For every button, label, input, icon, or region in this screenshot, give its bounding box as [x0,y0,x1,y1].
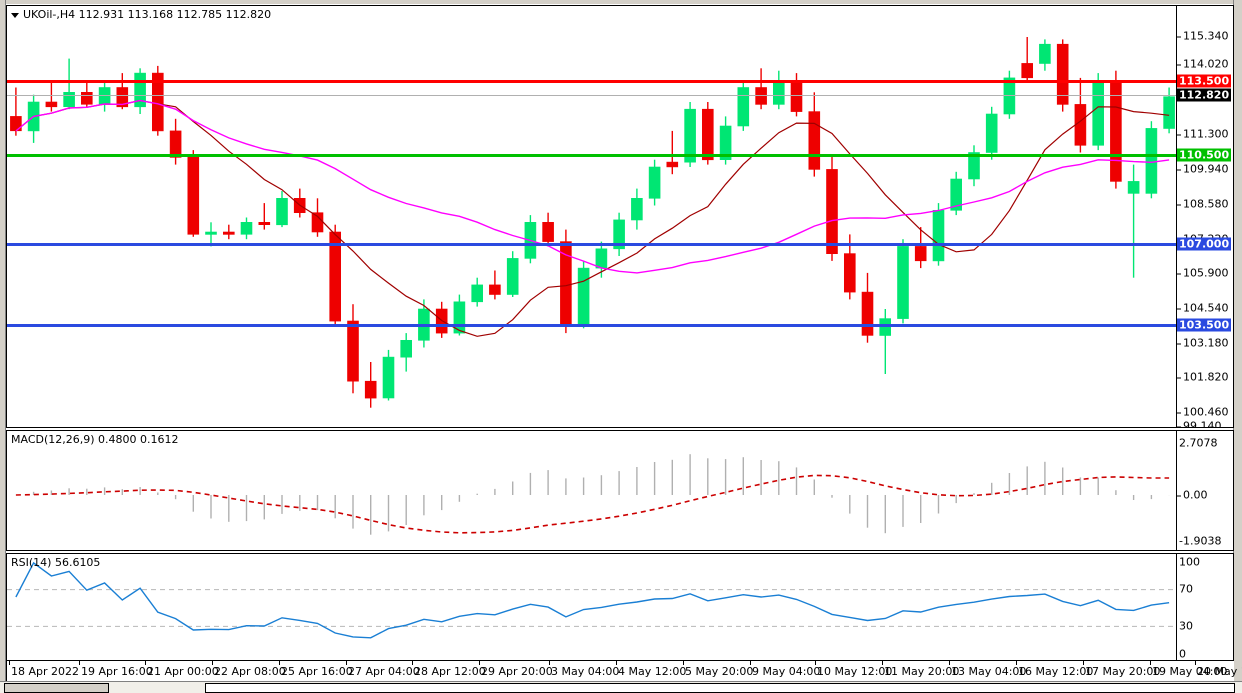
macd-axis-tick: 0.00 [1177,489,1208,502]
time-axis-label: 13 May 04:00 [951,665,1027,678]
macd-legend: MACD(12,26,9) 0.4800 0.1612 [11,433,179,446]
time-axis-mark [412,661,413,665]
price-level-line[interactable] [7,95,1176,96]
macd-axis-tick: 2.7078 [1179,436,1218,450]
price-level-line[interactable] [7,154,1176,157]
time-axis-mark [815,661,816,665]
price-level-line[interactable] [7,243,1176,246]
price-axis-tick: 103.180 [1177,337,1229,350]
support-107-000-tag[interactable]: 107.000 [1177,237,1232,251]
time-axis-label: 28 Apr 12:00 [414,665,486,678]
time-axis-label: 11 May 20:00 [884,665,960,678]
macd-axis-tick: -1.9038 [1179,534,1222,548]
time-axis-mark [616,661,617,665]
candlestick-series [10,37,1175,408]
price-axis-tick: 99.140 [1177,420,1222,427]
time-axis-mark [750,661,751,665]
scrollbar-track[interactable] [205,683,1235,693]
time-axis-mark [9,661,10,665]
price-level-line[interactable] [7,80,1176,83]
price-level-line[interactable] [7,324,1176,327]
time-axis-label: 21 Apr 00:00 [147,665,219,678]
time-axis-label: 18 Apr 2022 [11,665,80,678]
time-axis-label: 20 May 12:00 [1197,665,1242,678]
support-103-500-tag[interactable]: 103.500 [1177,318,1232,332]
time-axis-mark [279,661,280,665]
time-axis-label: 19 Apr 16:00 [81,665,153,678]
time-axis-label: 19 May 04:00 [1152,665,1228,678]
window-frame-right [1233,0,1242,681]
resistance-113-500-tag[interactable]: 113.500 [1177,74,1232,88]
time-axis-label: 4 May 12:00 [618,665,687,678]
time-axis-label: 29 Apr 20:00 [481,665,553,678]
time-axis-mark [549,661,550,665]
time-axis-label: 25 Apr 16:00 [281,665,353,678]
window-frame-left [0,0,6,681]
rsi-axis-tick: 100 [1179,555,1200,569]
time-axis-mark [882,661,883,665]
support-110-500-tag[interactable]: 110.500 [1177,148,1232,162]
time-axis-mark [1083,661,1084,665]
price-legend-text: UKOil-,H4 112.931 113.168 112.785 112.82… [23,8,272,21]
time-axis-mark [479,661,480,665]
price-legend: UKOil-,H4 112.931 113.168 112.785 112.82… [11,8,271,21]
macd-axis[interactable]: 2.7078 0.00 -1.9038 [1176,431,1233,550]
time-axis-mark [683,661,684,665]
price-chart-panel[interactable]: UKOil-,H4 112.931 113.168 112.785 112.82… [6,5,1234,428]
time-axis-label: 27 Apr 04:00 [348,665,420,678]
rsi-axis[interactable]: 100 70 30 0 [1176,554,1233,660]
time-axis-label: 17 May 20:00 [1085,665,1161,678]
rsi-plot-area[interactable] [7,554,1176,660]
scrollbar-thumb[interactable] [4,683,109,693]
time-axis-mark [346,661,347,665]
time-axis-label: 10 May 12:00 [817,665,893,678]
rsi-panel[interactable]: RSI(14) 56.6105 100 70 30 0 [6,553,1234,661]
time-axis-label: 3 May 04:00 [551,665,620,678]
time-axis-mark [79,661,80,665]
time-axis-mark [1195,661,1196,665]
price-axis-tick: 109.940 [1177,163,1229,176]
price-axis[interactable]: 115.340114.020111.300109.940108.580107.2… [1176,6,1233,427]
time-axis-label: 16 May 12:00 [1018,665,1094,678]
price-axis-tick: 114.020 [1177,58,1229,71]
macd-plot-area[interactable] [7,431,1176,550]
rsi-series [7,561,1176,639]
macd-series [15,454,1170,535]
price-axis-tick: 105.900 [1177,267,1229,280]
macd-panel[interactable]: MACD(12,26,9) 0.4800 0.1612 2.7078 0.00 -1… [6,430,1234,551]
price-axis-tick: 111.300 [1177,128,1229,141]
current-price-112-820-tag[interactable]: 112.820 [1177,88,1232,102]
price-axis-tick: 104.540 [1177,302,1229,315]
time-axis-label: 5 May 20:00 [685,665,754,678]
time-axis-mark [212,661,213,665]
time-axis-label: 9 May 04:00 [752,665,821,678]
time-axis[interactable]: 18 Apr 2022 19 Apr 16:00 21 Apr 00:00 22 Ap… [6,661,1242,681]
price-plot-area[interactable] [7,6,1176,427]
time-axis-mark [1016,661,1017,665]
time-axis-mark [949,661,950,665]
horizontal-scrollbar[interactable] [0,681,1242,693]
rsi-axis-tick: 30 [1179,619,1193,633]
chevron-down-icon[interactable] [11,12,19,18]
rsi-axis-tick: 0 [1179,647,1186,661]
price-axis-tick: 100.460 [1177,406,1229,419]
rsi-legend: RSI(14) 56.6105 [11,556,101,569]
time-axis-mark [1150,661,1151,665]
window-frame-top [0,0,1242,4]
rsi-axis-tick: 70 [1179,582,1193,596]
price-axis-tick: 115.340 [1177,30,1229,43]
price-axis-tick: 101.820 [1177,371,1229,384]
time-axis-mark [145,661,146,665]
price-axis-tick: 108.580 [1177,198,1229,211]
time-axis-label: 22 Apr 08:00 [214,665,286,678]
